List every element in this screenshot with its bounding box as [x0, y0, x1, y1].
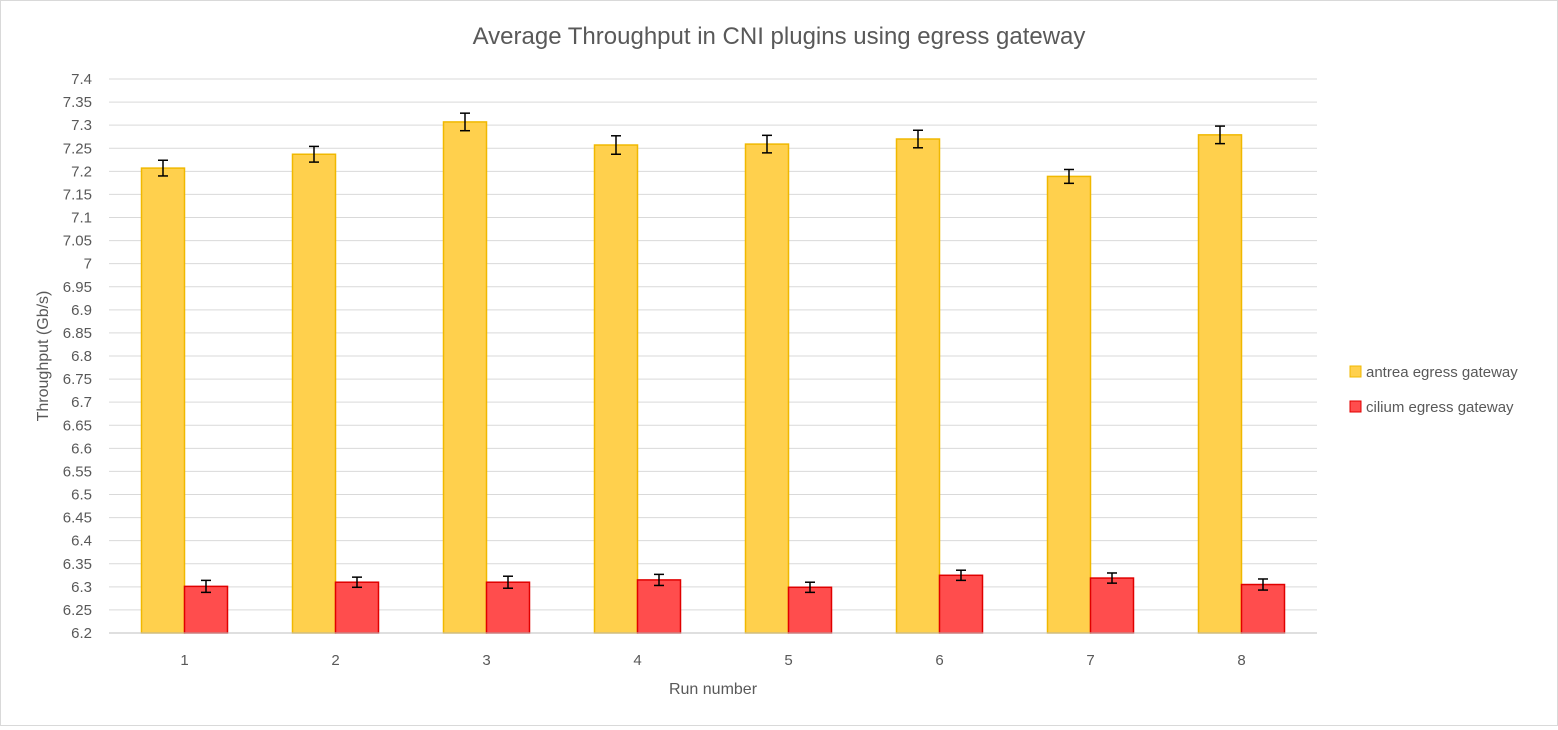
bar-antrea-run-1	[140, 167, 186, 634]
y-tick-label: 6.3	[71, 579, 92, 596]
chart-title: Average Throughput in CNI plugins using …	[473, 23, 1086, 50]
error-bar	[460, 112, 470, 132]
y-tick-label: 7.25	[63, 140, 92, 157]
error-bar	[503, 575, 513, 589]
legend-label: antrea egress gateway	[1366, 364, 1518, 381]
bar-cilium-run-7	[1089, 577, 1135, 634]
bar-antrea-run-6	[895, 138, 941, 634]
bar-cilium-run-8	[1240, 583, 1286, 634]
y-tick-label: 6.85	[63, 325, 92, 342]
error-bars	[158, 112, 1268, 594]
error-bar	[201, 579, 211, 594]
y-tick-label: 7.4	[71, 71, 92, 88]
x-tick-label: 3	[482, 652, 490, 669]
legend-label: cilium egress gateway	[1366, 399, 1514, 416]
y-tick-label: 6.55	[63, 463, 92, 480]
error-bar	[1258, 578, 1268, 591]
y-tick-label: 6.8	[71, 348, 92, 365]
bar-antrea-run-5	[744, 143, 790, 634]
gridlines	[109, 78, 1317, 634]
bar-antrea-run-4	[593, 144, 639, 634]
bar-cilium-run-6	[938, 574, 984, 634]
error-bar	[1215, 125, 1225, 145]
bar-cilium-run-3	[485, 581, 531, 634]
y-tick-label: 6.4	[71, 533, 92, 550]
y-tick-label: 7.15	[63, 186, 92, 203]
bar-antrea-run-7	[1046, 175, 1092, 634]
error-bar	[1107, 572, 1117, 584]
y-tick-label: 7.3	[71, 117, 92, 134]
error-bar	[611, 135, 621, 156]
y-tick-label: 6.6	[71, 440, 92, 457]
error-bar	[762, 134, 772, 154]
y-tick-label: 6.35	[63, 556, 92, 573]
bar-antrea-run-3	[442, 121, 488, 634]
x-axis-label: Run number	[669, 681, 758, 698]
x-axis-tick-labels: 1 2 3 4 5 6 7 8	[180, 652, 1245, 669]
error-bar	[913, 129, 923, 149]
x-tick-label: 6	[935, 652, 943, 669]
y-tick-label: 7.05	[63, 233, 92, 250]
y-tick-label: 6.25	[63, 602, 92, 619]
error-bar	[956, 569, 966, 582]
y-axis-label: Throughput (Gb/s)	[35, 291, 52, 422]
error-bar	[654, 573, 664, 587]
x-tick-label: 5	[784, 652, 792, 669]
y-tick-label: 6.2	[71, 625, 92, 642]
x-tick-label: 2	[331, 652, 339, 669]
x-tick-label: 7	[1086, 652, 1094, 669]
bar-series	[140, 121, 1286, 634]
bar-cilium-run-4	[636, 579, 682, 634]
error-bar	[1064, 168, 1074, 185]
legend: antrea egress gateway cilium egress gatew…	[1349, 364, 1518, 416]
y-tick-label: 7	[84, 256, 92, 273]
bar-cilium-run-2	[334, 581, 380, 634]
y-tick-label: 6.75	[63, 371, 92, 388]
x-tick-label: 1	[180, 652, 188, 669]
bar-antrea-run-8	[1197, 134, 1243, 634]
y-axis-tick-labels: 6.2 6.25 6.3 6.35 6.4 6.45 6.5 6.55 6.6 6.65 6.7 6.…	[63, 71, 92, 642]
x-tick-label: 8	[1237, 652, 1245, 669]
error-bar	[158, 159, 168, 177]
y-tick-label: 7.2	[71, 163, 92, 180]
error-bar	[309, 145, 319, 163]
error-bar	[352, 576, 362, 589]
y-tick-label: 7.1	[71, 210, 92, 227]
y-tick-label: 6.5	[71, 487, 92, 504]
x-tick-label: 4	[633, 652, 641, 669]
y-tick-label: 6.95	[63, 279, 92, 296]
bar-cilium-run-5	[787, 586, 833, 634]
y-tick-label: 6.65	[63, 417, 92, 434]
legend-swatch	[1349, 365, 1362, 378]
bar-cilium-run-1	[183, 585, 229, 634]
legend-swatch	[1349, 400, 1362, 413]
y-tick-label: 6.9	[71, 302, 92, 319]
error-bar	[805, 581, 815, 594]
y-tick-label: 6.45	[63, 510, 92, 527]
y-tick-label: 6.7	[71, 394, 92, 411]
y-tick-label: 7.35	[63, 94, 92, 111]
bar-antrea-run-2	[291, 153, 337, 634]
